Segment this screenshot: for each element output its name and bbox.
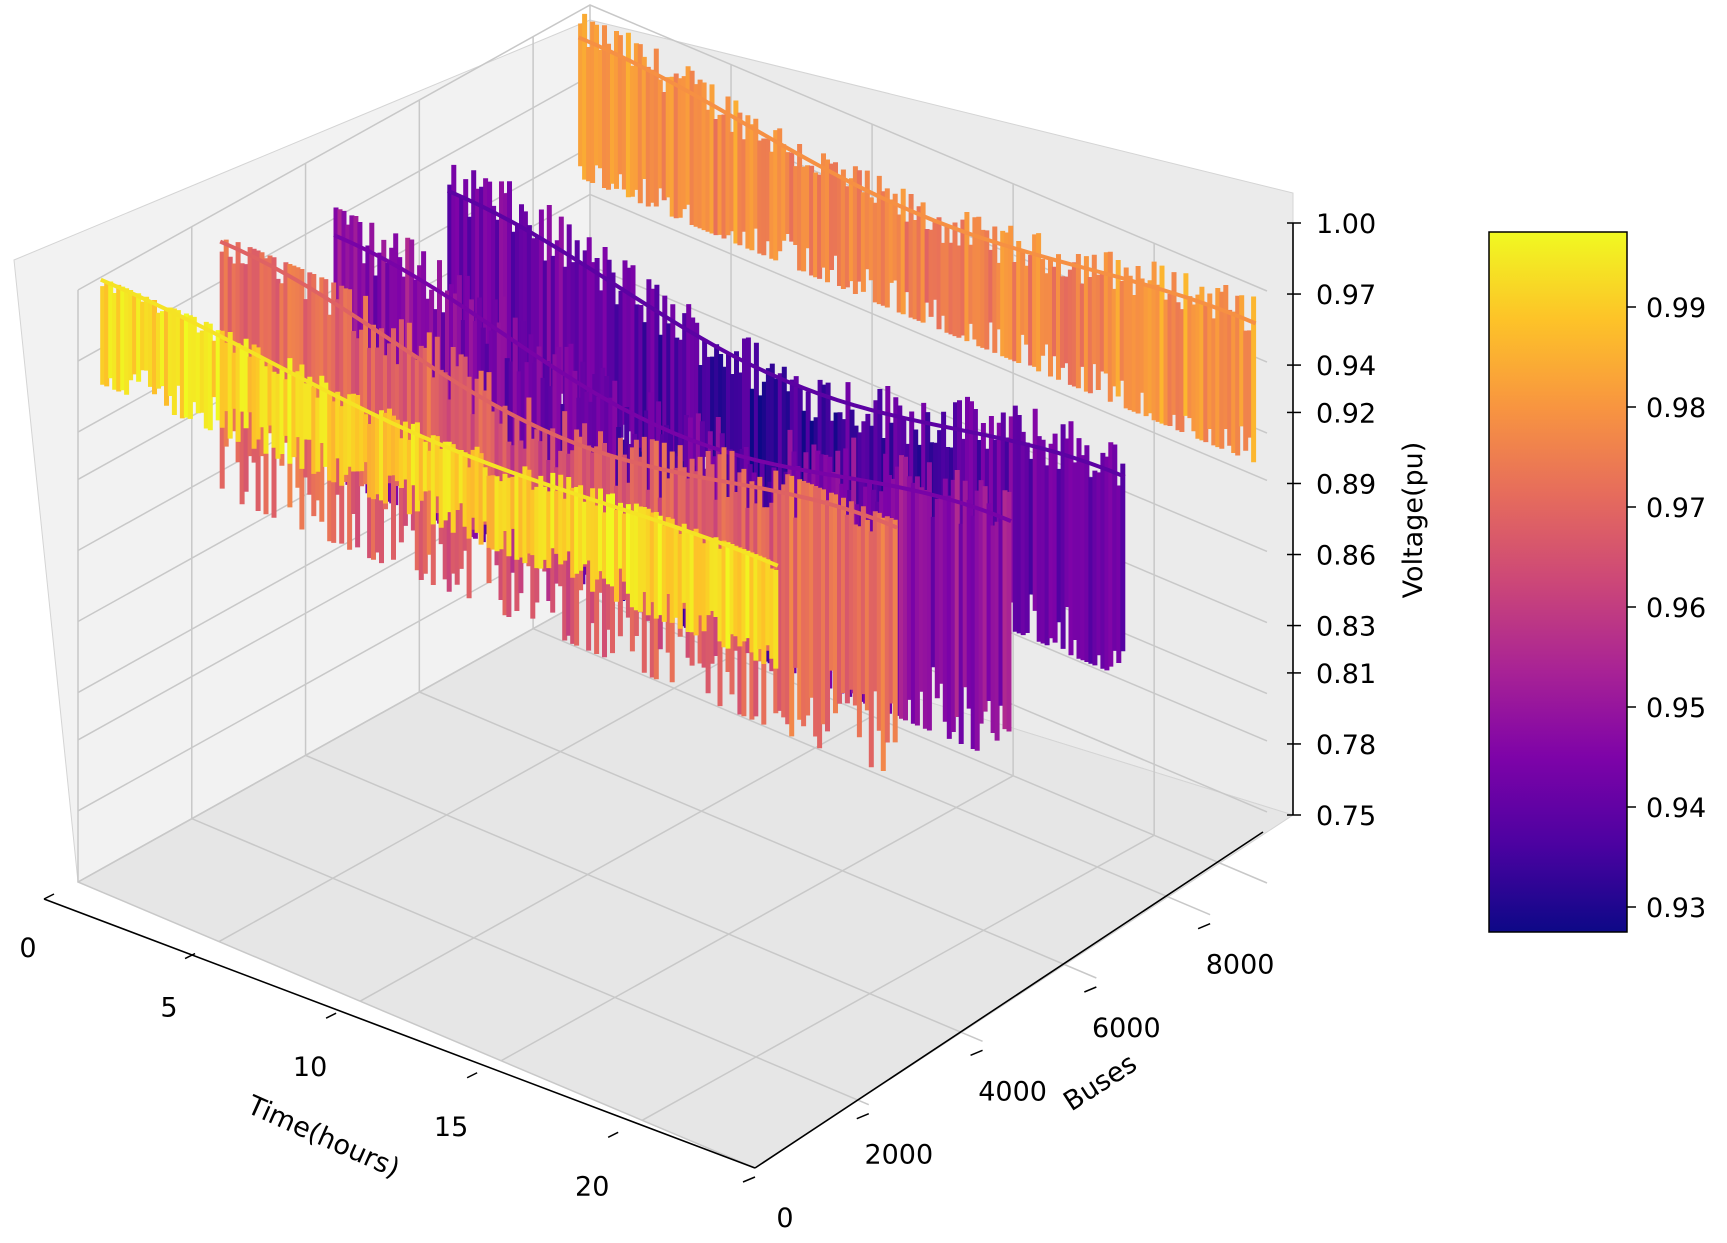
colorbar-tick-label: 0.94 [1646,793,1706,824]
z-axis-label: Voltage(pu) [1398,442,1429,599]
x-tick [325,1012,337,1019]
colorbar-ticks: 0.93 0.94 0.95 0.96 0.97 0.98 0.99 [1627,293,1706,924]
x-tick-label: 10 [293,1052,327,1083]
y-tick-label: 4000 [978,1076,1047,1107]
surface-ridge [446,188,1126,479]
x-tick [184,952,196,960]
x-tick-label: 20 [575,1171,609,1202]
z-tick-label: 0.97 [1316,280,1376,311]
y-tick [970,1049,983,1057]
surface-ridge [100,277,779,568]
surface-ridge [577,35,1257,326]
y-tick-label: 6000 [1092,1013,1161,1044]
y-tick [856,1112,870,1120]
colorbar-tick-label: 0.98 [1646,393,1706,424]
grid-line-voltage [77,4,1268,292]
z-tick-label: 1.00 [1316,209,1376,240]
x-tick [43,893,55,900]
surface-ridge [219,239,898,530]
z-tick-label: 0.81 [1316,659,1376,690]
axis-ticks: 0 5 10 15 20 0 2000 4000 6000 8000 0.75 0.78 0.81 0.8… [19,209,1376,1234]
y-tick-label: 8000 [1206,950,1275,981]
colorbar-tick-label: 0.95 [1646,693,1706,724]
colorbar-tick-label: 0.93 [1646,893,1706,924]
x-tick [607,1131,619,1139]
y-axis-label: Buses [1058,1048,1142,1118]
z-tick-label: 0.78 [1316,730,1376,761]
z-tick-label: 0.75 [1316,801,1376,832]
z-tick-label: 0.83 [1316,612,1376,643]
surface-data [100,13,1257,771]
colorbar [1488,231,1628,933]
x-axis-label: Time(hours) [242,1090,404,1185]
y-tick [1084,986,1097,993]
z-tick-label: 0.89 [1316,470,1376,501]
z-tick-label: 0.92 [1316,398,1376,429]
y-tick [742,1176,756,1183]
x-tick [466,1072,478,1079]
surface-series [100,277,779,669]
z-tick-label: 0.94 [1316,351,1376,382]
y-tick-label: 2000 [864,1140,933,1171]
colorbar-tick-label: 0.96 [1646,593,1706,624]
y-tick-label: 0 [776,1203,793,1234]
x-axis-line [43,898,756,1169]
y-tick [1197,922,1211,930]
y-axis-line [754,831,1264,1169]
x-tick-label: 5 [160,993,177,1024]
surface-series [577,13,1257,463]
colorbar-tick-label: 0.97 [1646,493,1706,524]
colorbar-tick-label: 0.99 [1646,293,1706,324]
surface-ridge [333,233,1012,523]
x-tick-label: 15 [434,1112,468,1143]
x-tick-label: 0 [19,933,36,964]
z-tick-label: 0.86 [1316,541,1376,572]
